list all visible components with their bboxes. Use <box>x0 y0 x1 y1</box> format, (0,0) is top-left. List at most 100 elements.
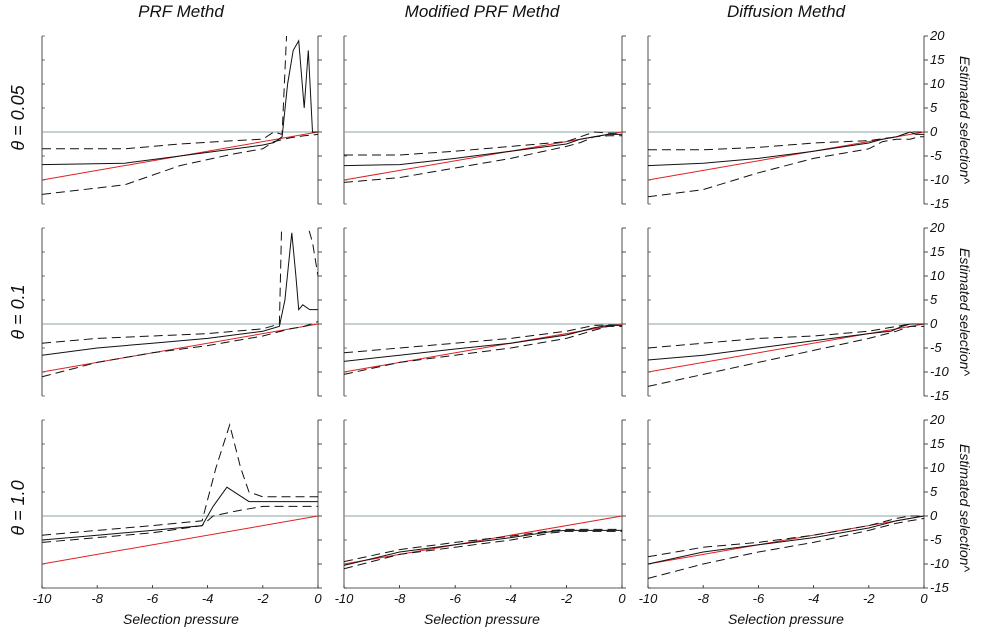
true-selection-line <box>344 131 622 181</box>
y-tick-label: 15 <box>930 52 945 67</box>
y-tick-label: 10 <box>930 460 945 475</box>
y-axis-label-row2: Estimated selection^ <box>957 248 973 376</box>
y-tick-label: 10 <box>930 76 945 91</box>
panel-r0-c0 <box>41 35 322 205</box>
upper-bound-line <box>344 324 622 354</box>
y-tick-label: 15 <box>930 436 945 451</box>
panel-plot-area <box>344 323 622 375</box>
y-tick-label: -10 <box>930 172 950 187</box>
panel-r0-c1 <box>343 35 626 205</box>
y-tick-label: 20 <box>929 220 945 235</box>
column-title-modified-prf: Modified PRF Methd <box>405 2 560 21</box>
upper-bound-line <box>648 131 924 151</box>
lower-bound-line <box>344 325 622 375</box>
x-tick-label: 0 <box>314 591 322 606</box>
y-tick-label: -10 <box>930 364 950 379</box>
y-tick-label: -5 <box>930 148 942 163</box>
x-tick-label: -6 <box>449 591 461 606</box>
x-tick-label: -2 <box>257 591 269 606</box>
x-tick-label: -6 <box>147 591 159 606</box>
x-tick-label: -8 <box>91 591 103 606</box>
panel-r1-c0 <box>41 227 322 397</box>
column-title-diffusion: Diffusion Methd <box>727 2 846 21</box>
x-tick-label: 0 <box>618 591 626 606</box>
y-tick-label: 10 <box>930 268 945 283</box>
lower-bound-line <box>648 325 924 387</box>
panel-plot-area <box>648 131 924 198</box>
x-tick-label: -4 <box>808 591 820 606</box>
panel-r0-c2: 20 15 10 5 0 -5 -10 -15 <box>647 28 950 211</box>
mean-estimate-line <box>648 323 924 361</box>
mean-estimate-line <box>648 515 924 565</box>
x-tick-label: -6 <box>753 591 765 606</box>
y-tick-label: 5 <box>930 100 938 115</box>
y-tick-label: 0 <box>930 508 938 523</box>
y-tick-label: -5 <box>930 340 942 355</box>
panel-plot-area <box>648 515 924 579</box>
mean-estimate-line <box>42 486 318 541</box>
lower-bound-line <box>42 505 318 543</box>
mean-estimate-line <box>42 39 318 166</box>
panel-plot-area <box>344 515 622 570</box>
true-selection-line <box>344 515 622 565</box>
x-tick-label: -10 <box>33 591 53 606</box>
upper-bound-line <box>648 515 924 558</box>
y-axis-label-row3: Estimated selection^ <box>957 444 973 572</box>
panel-plot-area <box>42 422 318 565</box>
mean-estimate-line <box>344 529 622 566</box>
panel-r2-c1: -10 -8 -6 -4 -2 0 <box>335 419 626 606</box>
lower-bound-line <box>42 133 318 195</box>
lower-bound-line <box>42 321 318 378</box>
panel-plot-area <box>42 228 318 378</box>
y-tick-label: 20 <box>929 28 945 43</box>
y-tick-label: 0 <box>930 124 938 139</box>
y-tick-label: -15 <box>930 196 950 211</box>
panel-plot-area <box>42 36 318 195</box>
panel-r1-c2: 20 15 10 5 0 -5 -10 -15 <box>647 220 950 403</box>
upper-bound-line <box>344 131 622 156</box>
x-tick-label: -10 <box>335 591 355 606</box>
column-title-prf: PRF Methd <box>138 2 224 21</box>
x-tick-label: -8 <box>394 591 406 606</box>
panel-plot-area <box>344 131 622 183</box>
true-selection-line <box>648 323 924 373</box>
panel-r2-c0: -10 -8 -6 -4 -2 0 <box>33 419 322 606</box>
upper-bound-line <box>42 422 318 536</box>
x-axis-label-col3: Selection pressure <box>728 611 844 627</box>
upper-bound-line <box>42 228 283 344</box>
panel-r2-c2: 20 15 10 5 0 -5 -10 -15 -10 -8 -6 -4 -2 0 <box>639 412 950 606</box>
y-tick-label: 5 <box>930 292 938 307</box>
row-label-theta-0.05: θ = 0.05 <box>8 84 28 150</box>
row-label-theta-0.1: θ = 0.1 <box>8 284 28 339</box>
y-tick-label: -15 <box>930 580 950 595</box>
panel-r1-c1 <box>343 227 626 397</box>
mean-estimate-line <box>42 232 318 356</box>
x-axis-label-col1: Selection pressure <box>123 611 239 627</box>
lower-bound-line <box>648 517 924 579</box>
panel-plot-area <box>648 323 924 387</box>
mean-estimate-line <box>648 131 924 167</box>
y-tick-label: -10 <box>930 556 950 571</box>
true-selection-line <box>42 515 318 565</box>
true-selection-line <box>42 323 318 373</box>
x-tick-label: -10 <box>639 591 659 606</box>
row-label-theta-1.0: θ = 1.0 <box>8 480 28 535</box>
y-tick-label: 20 <box>929 412 945 427</box>
y-tick-label: 5 <box>930 484 938 499</box>
true-selection-line <box>648 515 924 565</box>
mean-estimate-line <box>344 133 622 167</box>
y-tick-label: -15 <box>930 388 950 403</box>
x-tick-label: -4 <box>202 591 214 606</box>
upper-bound-tail-line <box>307 228 318 277</box>
x-tick-label: -2 <box>561 591 573 606</box>
upper-bound-line <box>344 528 622 563</box>
lower-bound-line <box>344 135 622 183</box>
upper-bound-line <box>42 36 288 150</box>
y-tick-label: 15 <box>930 244 945 259</box>
x-tick-label: 0 <box>920 591 928 606</box>
x-axis-label-col2: Selection pressure <box>424 611 540 627</box>
mean-estimate-line <box>344 324 622 362</box>
y-tick-label: 0 <box>930 316 938 331</box>
